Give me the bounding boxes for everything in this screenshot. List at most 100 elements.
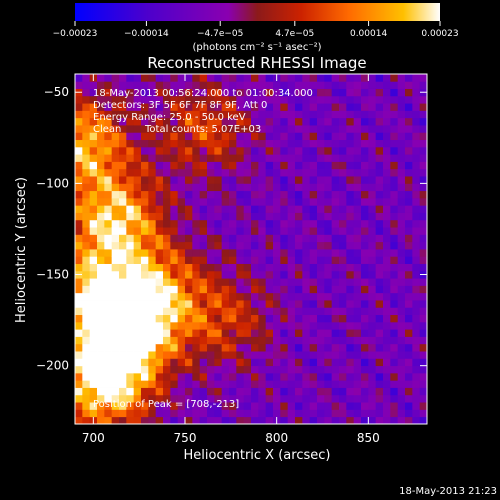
- heatmap-cell: [104, 88, 113, 97]
- heatmap-cell: [265, 394, 274, 403]
- heatmap-cell: [383, 394, 391, 403]
- heatmap-cell: [163, 365, 171, 374]
- heatmap-cell: [339, 176, 347, 184]
- heatmap-cell: [280, 278, 289, 286]
- heatmap-cell: [331, 132, 340, 141]
- heatmap-cell: [361, 74, 369, 82]
- heatmap-cell: [199, 146, 208, 155]
- heatmap-cell: [419, 95, 427, 104]
- heatmap-cell: [75, 117, 83, 126]
- heatmap-cell: [295, 307, 303, 316]
- y-tick-label: −50: [44, 85, 69, 99]
- heatmap-cell: [295, 263, 303, 272]
- heatmap-cell: [258, 263, 267, 272]
- heatmap-cell: [229, 88, 237, 97]
- heatmap-cell: [192, 263, 201, 272]
- heatmap-cell: [258, 95, 267, 104]
- heatmap-cell: [163, 212, 171, 221]
- heatmap-cell: [383, 285, 391, 294]
- heatmap-cell: [185, 409, 193, 418]
- heatmap-cell: [199, 161, 208, 170]
- heatmap-cell: [97, 321, 105, 330]
- heatmap-cell: [207, 372, 215, 381]
- heatmap-cell: [331, 168, 340, 177]
- heatmap-cell: [361, 314, 369, 323]
- heatmap-cell: [361, 88, 369, 97]
- heatmap-cell: [295, 110, 303, 119]
- heatmap-cell: [141, 409, 149, 418]
- heatmap-cell: [119, 146, 127, 155]
- heatmap-cell: [287, 183, 296, 192]
- heatmap-cell: [192, 154, 201, 162]
- heatmap-cell: [170, 183, 179, 192]
- heatmap-cell: [170, 380, 179, 388]
- heatmap-cell: [287, 300, 296, 308]
- heatmap-cell: [353, 168, 362, 177]
- heatmap-cell: [207, 146, 215, 155]
- heatmap-cell: [273, 103, 281, 111]
- heatmap-cell: [243, 394, 252, 403]
- heatmap-cell: [236, 402, 245, 410]
- heatmap-cell: [375, 358, 384, 367]
- heatmap-cell: [119, 270, 127, 279]
- x-tick-label: 850: [357, 431, 380, 445]
- heatmap-cell: [177, 81, 186, 89]
- heatmap-cell: [251, 416, 259, 424]
- heatmap-cell: [375, 270, 384, 279]
- heatmap-cell: [419, 241, 427, 250]
- heatmap-cell: [141, 190, 149, 199]
- heatmap-cell: [309, 409, 318, 418]
- heatmap-cell: [89, 380, 98, 388]
- heatmap-cell: [177, 139, 186, 148]
- heatmap-cell: [375, 292, 384, 301]
- heatmap-cell: [339, 351, 347, 359]
- heatmap-cell: [111, 146, 120, 155]
- heatmap-cell: [324, 139, 333, 148]
- heatmap-cell: [207, 343, 215, 352]
- heatmap-cell: [346, 168, 355, 177]
- heatmap-cell: [302, 74, 311, 82]
- heatmap-cell: [192, 321, 201, 330]
- heatmap-cell: [405, 292, 413, 301]
- heatmap-cell: [273, 190, 281, 199]
- heatmap-cell: [185, 416, 193, 424]
- heatmap-cell: [192, 343, 201, 352]
- heatmap-cell: [258, 110, 267, 119]
- heatmap-cell: [346, 285, 355, 294]
- heatmap-cell: [302, 161, 311, 170]
- heatmap-cell: [405, 365, 413, 374]
- heatmap-cell: [243, 351, 252, 359]
- heatmap-cell: [163, 241, 171, 250]
- heatmap-cell: [287, 110, 296, 119]
- heatmap-cell: [126, 387, 135, 396]
- heatmap-cell: [141, 314, 149, 323]
- heatmap-cell: [324, 154, 333, 162]
- heatmap-cell: [383, 409, 391, 418]
- heatmap-cell: [163, 81, 171, 89]
- heatmap-cell: [221, 307, 230, 316]
- heatmap-cell: [141, 380, 149, 388]
- heatmap-cell: [280, 321, 289, 330]
- heatmap-cell: [302, 358, 311, 367]
- heatmap-cell: [324, 256, 333, 264]
- heatmap-cell: [229, 336, 237, 345]
- heatmap-cell: [339, 409, 347, 418]
- heatmap-cell: [368, 394, 377, 403]
- heatmap-cell: [390, 197, 399, 206]
- heatmap-cell: [280, 343, 289, 352]
- heatmap-cell: [119, 321, 127, 330]
- heatmap-cell: [221, 336, 230, 345]
- heatmap-cell: [419, 81, 427, 89]
- heatmap-cell: [97, 336, 105, 345]
- heatmap-cell: [331, 117, 340, 126]
- heatmap-cell: [207, 416, 215, 424]
- heatmap-cell: [287, 168, 296, 177]
- heatmap-cell: [273, 278, 281, 286]
- heatmap-cell: [361, 270, 369, 279]
- heatmap-cell: [82, 416, 91, 424]
- heatmap-cell: [346, 300, 355, 308]
- heatmap-cell: [302, 139, 311, 148]
- heatmap-cell: [309, 278, 318, 286]
- heatmap-cell: [412, 336, 421, 345]
- heatmap-cell: [258, 314, 267, 323]
